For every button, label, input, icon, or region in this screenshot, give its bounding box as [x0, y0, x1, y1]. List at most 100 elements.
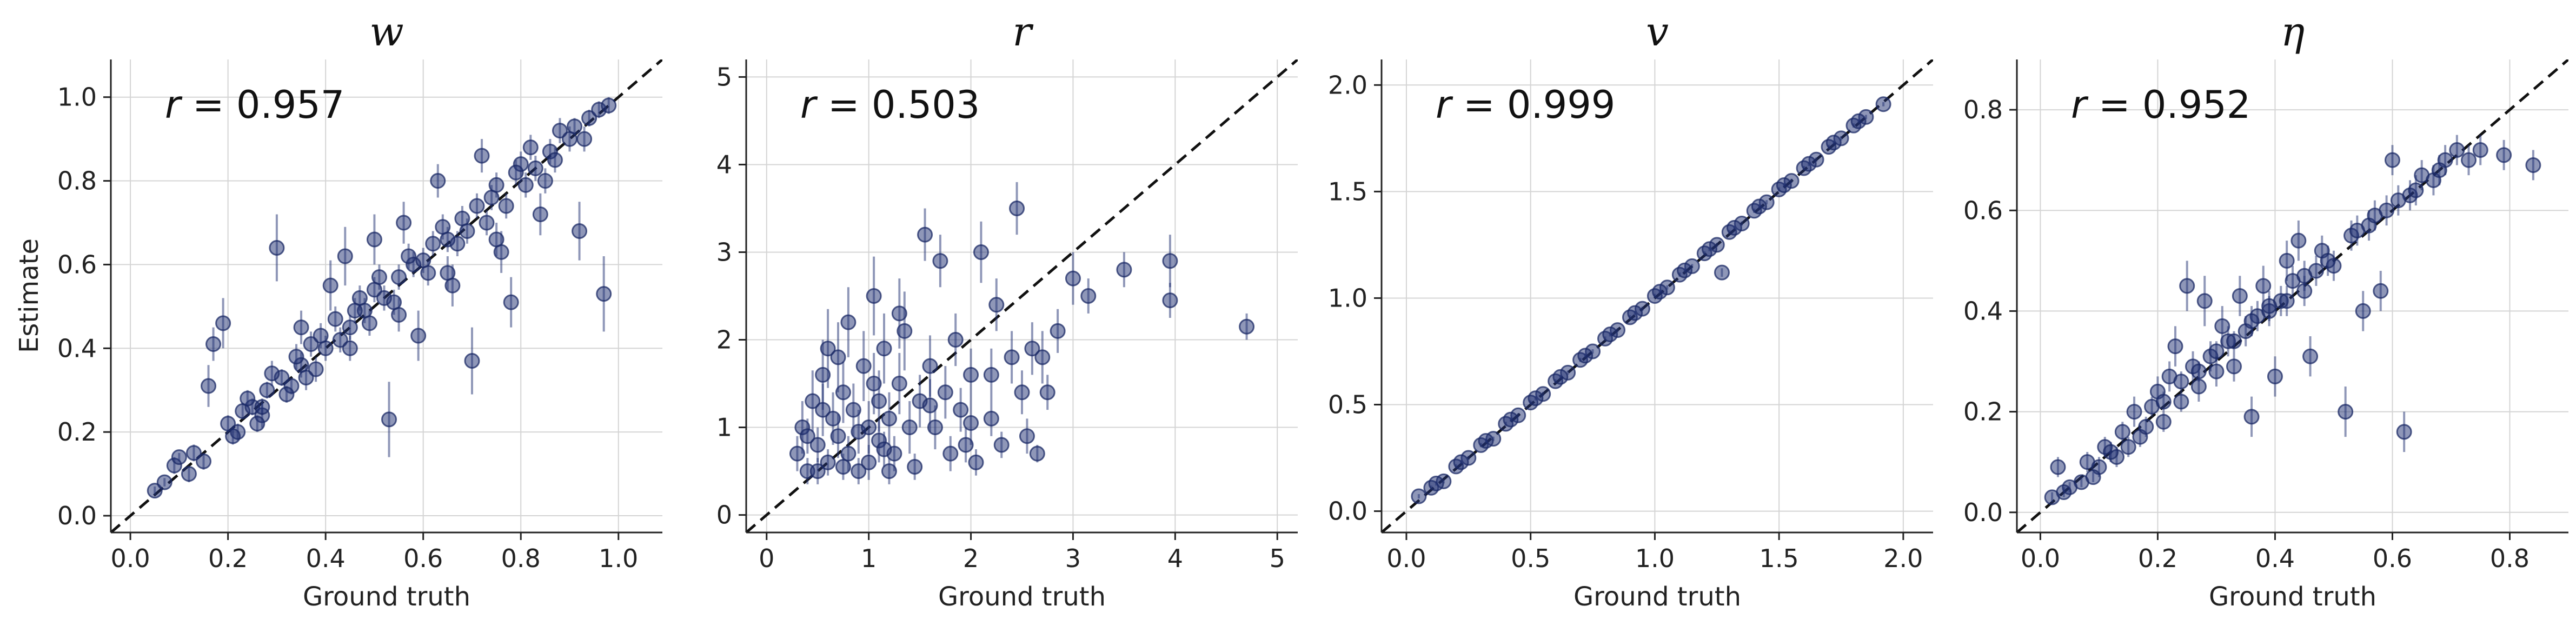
data-point: [2126, 404, 2142, 420]
data-point: [366, 231, 382, 248]
correlation-symbol: r: [1436, 83, 1453, 127]
data-point: [430, 173, 446, 189]
data-point: [927, 419, 943, 436]
x-tick-label: 2.0: [1883, 544, 1923, 573]
correlation-symbol: r: [800, 83, 818, 127]
correlation-label: r = 0.999: [1436, 83, 1615, 127]
data-point: [2085, 469, 2101, 485]
data-point: [2320, 252, 2336, 269]
y-tick-label: 5: [716, 62, 732, 91]
data-point: [876, 341, 892, 357]
data-point: [391, 307, 407, 323]
x-tick-label: 0: [759, 544, 774, 573]
y-tick-label: 0.4: [57, 334, 97, 363]
data-point: [917, 227, 933, 243]
y-tick-label: 0.8: [1963, 95, 2003, 124]
data-point: [1751, 198, 1767, 215]
y-tick-label: 0: [716, 501, 732, 530]
data-point: [259, 382, 275, 398]
data-point: [973, 244, 989, 260]
y-tick-label: 0.6: [57, 250, 97, 279]
data-point: [498, 198, 514, 214]
data-point: [2190, 378, 2207, 395]
data-point: [488, 231, 504, 248]
data-point: [897, 323, 913, 339]
data-point: [1024, 341, 1040, 357]
data-point: [805, 393, 821, 409]
correlation-symbol: r: [165, 83, 183, 127]
x-tick-label: 0.5: [1511, 544, 1550, 573]
data-point: [1080, 288, 1097, 304]
y-tick-label: 0.2: [1963, 397, 2003, 427]
data-point: [1726, 219, 1742, 236]
correlation-value: = 0.957: [181, 83, 345, 127]
data-point: [342, 340, 358, 356]
data-point: [1029, 445, 1045, 462]
data-point: [469, 198, 485, 214]
x-tick-label: 2: [963, 544, 979, 573]
x-tick-label: 0.2: [208, 544, 248, 573]
data-point: [2367, 208, 2383, 224]
data-point: [2355, 303, 2371, 319]
data-point: [1552, 369, 1569, 385]
x-tick-label: 0.4: [306, 544, 346, 573]
data-point: [866, 288, 882, 304]
data-point: [2050, 459, 2066, 475]
data-point: [907, 458, 923, 475]
data-point: [552, 123, 568, 139]
data-point: [1875, 96, 1891, 112]
data-points: [147, 97, 617, 499]
y-tick-label: 0.5: [1328, 390, 1367, 419]
data-point: [866, 376, 882, 392]
data-point: [420, 265, 436, 281]
data-point: [937, 384, 953, 401]
data-point: [464, 353, 480, 369]
panel-title: v: [1646, 9, 1669, 55]
data-point: [381, 411, 397, 428]
data-point: [1714, 264, 1730, 281]
data-point: [342, 319, 358, 336]
data-point: [601, 97, 617, 114]
data-point: [1677, 262, 1693, 278]
data-point: [215, 315, 231, 331]
data-point: [185, 445, 202, 461]
data-point: [240, 390, 256, 407]
data-point: [254, 399, 270, 415]
data-point: [278, 386, 295, 402]
data-point: [596, 286, 612, 302]
data-point: [205, 336, 222, 352]
data-point: [932, 253, 948, 269]
x-axis-label: Ground truth: [938, 582, 1106, 612]
data-point: [156, 474, 172, 490]
data-point: [2114, 424, 2130, 440]
data-point: [2384, 152, 2400, 168]
data-point: [958, 437, 974, 453]
data-point: [332, 332, 348, 348]
data-point: [840, 314, 857, 330]
y-tick-label: 1: [716, 413, 732, 442]
x-tick-label: 0.8: [501, 544, 541, 573]
data-point: [2167, 338, 2183, 355]
x-tick-label: 1: [861, 544, 877, 573]
data-point: [147, 483, 163, 499]
data-point: [2267, 368, 2283, 384]
data-point: [269, 239, 285, 256]
data-point: [1014, 384, 1030, 401]
data-point: [2190, 363, 2207, 379]
data-point: [361, 315, 377, 331]
data-point: [2179, 278, 2195, 294]
data-points: [789, 182, 1255, 484]
data-point: [2214, 318, 2230, 334]
data-point: [249, 416, 265, 432]
data-point: [508, 164, 524, 181]
correlation-label: r = 0.503: [800, 83, 980, 127]
data-point: [264, 365, 280, 382]
data-point: [1652, 284, 1668, 300]
data-point: [799, 428, 815, 444]
data-point: [922, 358, 938, 374]
data-point: [2279, 293, 2295, 309]
data-point: [2155, 414, 2172, 430]
data-point: [479, 215, 495, 231]
